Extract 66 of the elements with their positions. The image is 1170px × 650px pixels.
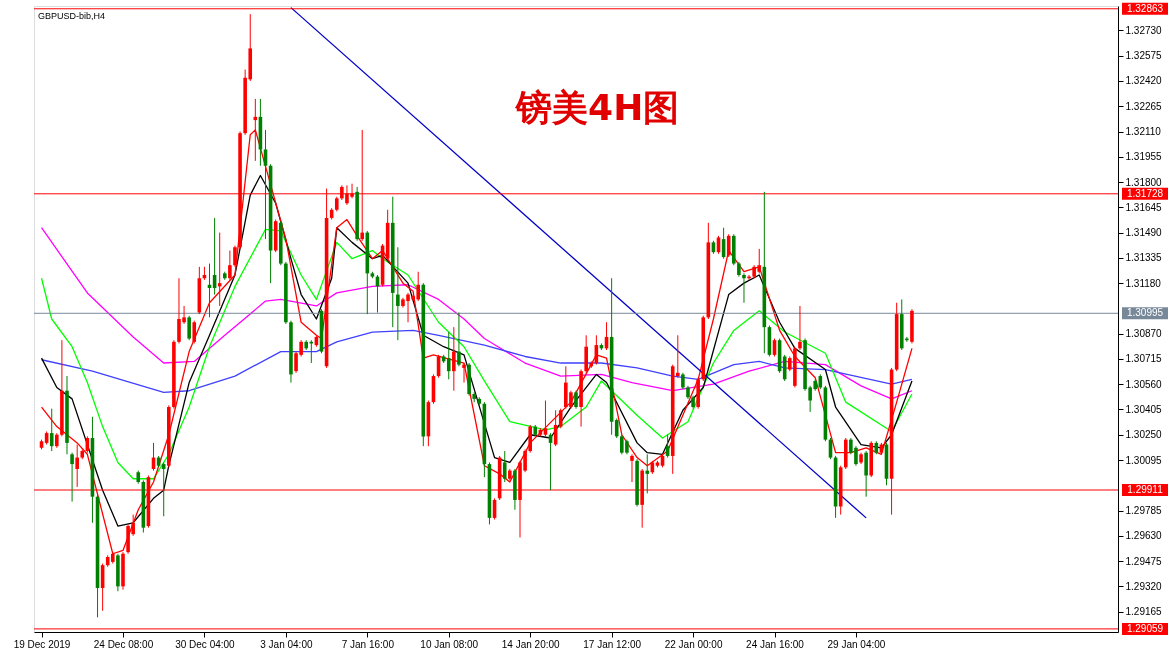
x-tick-label: 22 Jan 00:00	[664, 638, 723, 650]
x-tick-label: 10 Jan 08:00	[420, 638, 479, 650]
y-tick-label: 1.32110	[1125, 126, 1162, 138]
x-tick-label: 19 Dec 2019	[13, 638, 71, 650]
x-tick-label: 7 Jan 16:00	[341, 638, 395, 650]
y-tick-label: 1.29475	[1125, 555, 1163, 567]
candlestick	[49, 408, 54, 452]
candlestick	[798, 305, 802, 351]
ref-line-label: 1.32863	[1126, 2, 1164, 14]
candlestick	[192, 320, 197, 344]
y-tick-label: 1.32265	[1125, 100, 1163, 112]
x-tick-label: 30 Dec 04:00	[175, 638, 236, 650]
candlestick	[161, 461, 166, 517]
candlestick	[446, 331, 451, 380]
candlestick	[228, 250, 232, 281]
y-tick-label: 1.29630	[1125, 530, 1163, 542]
ref-line-label: 1.30995	[1126, 307, 1164, 319]
y-tick-label: 1.30715	[1125, 353, 1163, 365]
y-tick-label: 1.31180	[1125, 277, 1162, 289]
candlestick	[452, 326, 456, 392]
candlestick	[726, 233, 731, 258]
y-tick-label: 1.31490	[1125, 227, 1163, 239]
candlestick	[543, 400, 548, 437]
ref-line-label: 1.29911	[1127, 484, 1164, 496]
y-tick-label: 1.30095	[1125, 454, 1163, 466]
y-tick-label: 1.30870	[1125, 328, 1163, 340]
candlestick	[70, 452, 74, 503]
y-tick-label: 1.31335	[1125, 252, 1163, 264]
line-series	[40, 228, 913, 480]
x-tick-label: 14 Jan 20:00	[501, 638, 561, 650]
line-series	[40, 227, 913, 400]
y-tick-label: 1.30560	[1125, 378, 1163, 390]
x-tick-label: 24 Jan 16:00	[746, 638, 805, 650]
candlestick	[75, 444, 79, 488]
candlestick	[558, 408, 563, 429]
candlestick	[630, 453, 634, 483]
ref-line-label: 1.29059	[1126, 622, 1164, 634]
line-series	[40, 329, 913, 394]
x-tick-label: 24 Dec 08:00	[93, 638, 154, 650]
x-tick-label: 29 Jan 04:00	[827, 638, 886, 650]
y-tick-label: 1.31955	[1125, 151, 1163, 163]
y-tick-label: 1.31645	[1125, 201, 1163, 213]
y-tick-label: 1.29165	[1125, 606, 1163, 618]
y-tick-label: 1.29785	[1125, 505, 1163, 517]
y-tick-label: 1.32730	[1125, 24, 1163, 36]
ref-line-label: 1.31728	[1126, 187, 1164, 199]
candlestick	[645, 453, 650, 494]
candlestick	[502, 450, 507, 483]
candlestick	[396, 246, 400, 341]
y-tick-label: 1.30405	[1125, 403, 1163, 415]
x-tick-label: 17 Jan 12:00	[583, 638, 642, 650]
candlestick	[742, 272, 746, 304]
y-tick-label: 1.32420	[1125, 75, 1163, 87]
y-tick-label: 1.29320	[1125, 580, 1163, 592]
candlestick	[462, 362, 466, 384]
y-tick-label: 1.31800	[1125, 176, 1163, 188]
candlestick	[233, 245, 237, 268]
candlestick	[614, 417, 619, 439]
candlestick	[864, 450, 868, 498]
candlestick	[187, 315, 191, 341]
text: 镑美4H图	[514, 87, 680, 129]
text: GBPUSD-bib,H4	[38, 11, 106, 21]
candlestick	[457, 311, 461, 367]
x-tick-label: 3 Jan 04:00	[260, 638, 313, 650]
y-tick-label: 1.32575	[1125, 50, 1163, 62]
y-tick-label: 1.30250	[1125, 429, 1163, 441]
